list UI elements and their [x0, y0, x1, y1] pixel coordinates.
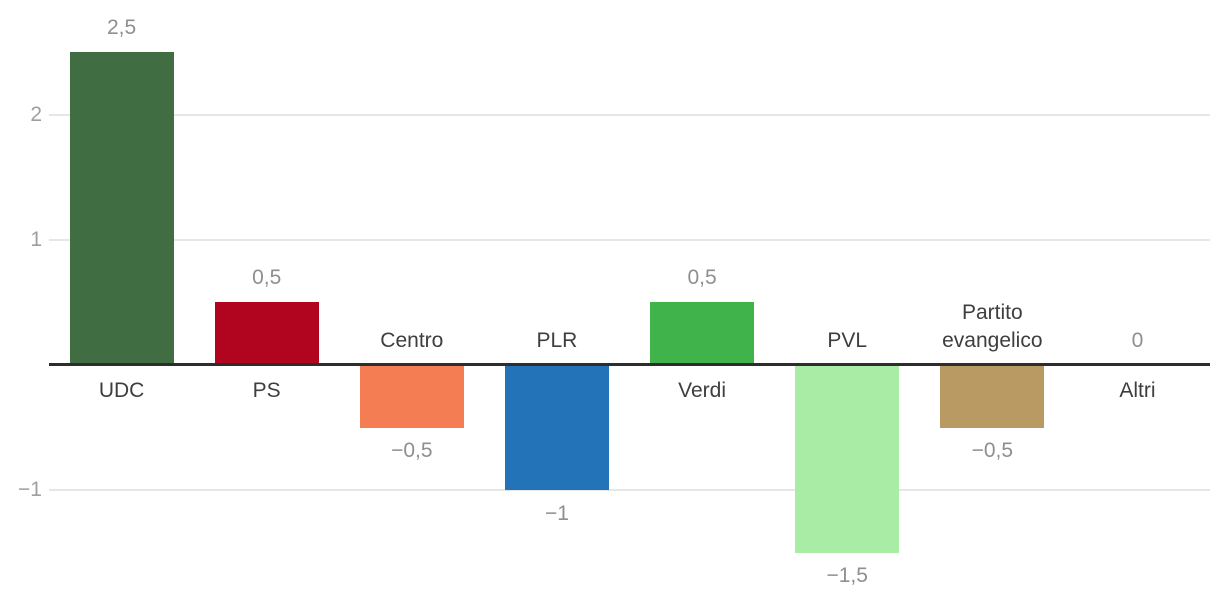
bar-udc [69, 52, 174, 365]
value-label: 2,5 [106, 16, 137, 39]
y-tick-label: 1 [30, 227, 42, 251]
bar-ps [214, 302, 319, 365]
value-label: 0 [1131, 328, 1144, 352]
category-label-altri: Altri [1052, 377, 1220, 405]
value-label: 0,5 [252, 266, 282, 289]
category-label-ps: PS [182, 377, 352, 405]
category-label-line: Partito [961, 301, 1023, 324]
value-label: −1 [544, 501, 569, 525]
category-label-line: PS [252, 379, 281, 402]
value-label: 0,5 [687, 266, 717, 289]
category-label-line: Centro [380, 329, 444, 352]
category-label-line: PVL [827, 329, 868, 352]
category-label-plr: PLR [472, 327, 642, 355]
category-label-line: Verdi [678, 379, 726, 402]
value-label: −0,5 [391, 439, 433, 462]
value-label: −1,5 [826, 564, 868, 587]
category-label-line: Altri [1119, 379, 1156, 402]
category-label-verdi: Verdi [617, 377, 787, 405]
bar-pvl [795, 365, 900, 553]
category-label-pvl: PVL [762, 327, 932, 355]
gridline [49, 113, 1210, 116]
category-label-partito-evangelico: Partito evangelico [907, 299, 1077, 355]
gridline [49, 238, 1210, 241]
gridline [49, 488, 1210, 491]
value-label: −0,5 [971, 439, 1014, 462]
category-label-udc: UDC [37, 377, 207, 405]
category-label-line: UDC [98, 379, 145, 402]
bar-plr [504, 365, 609, 490]
category-label-line: evangelico [942, 329, 1043, 352]
y-tick-label: 2 [30, 102, 42, 126]
category-label-line: PLR [536, 329, 578, 352]
bar-partito-evangelico [940, 365, 1045, 428]
x-axis-line [49, 363, 1210, 366]
y-tick-label: −1 [18, 477, 42, 501]
category-label-centro: Centro [327, 327, 497, 355]
bar-verdi [650, 302, 755, 365]
bar-centro [359, 365, 464, 428]
